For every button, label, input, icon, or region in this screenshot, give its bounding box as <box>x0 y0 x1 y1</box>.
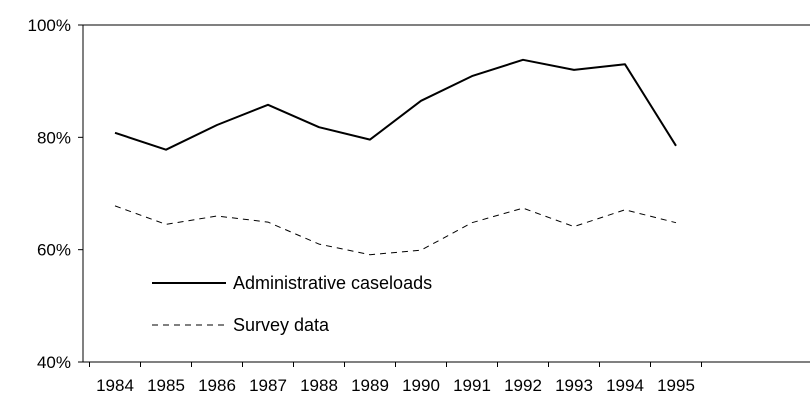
x-tick-label-1993: 1993 <box>555 376 593 395</box>
y-tick-label: 40% <box>37 353 71 372</box>
x-tick-label-1988: 1988 <box>300 376 338 395</box>
x-tick-label-1995: 1995 <box>657 376 695 395</box>
y-tick-label: 80% <box>37 128 71 147</box>
series-line-administrative-caseloads <box>114 58 677 151</box>
x-tick-label-1989: 1989 <box>351 376 389 395</box>
legend-label-survey-data: Survey data <box>233 315 330 335</box>
x-axis: 1984 1985 1986 1987 1988 1989 1990 1991 1992 1993… <box>83 361 810 395</box>
x-tick-label-1991: 1991 <box>453 376 491 395</box>
x-tick-label-1986: 1986 <box>198 376 236 395</box>
x-tick-label-1985: 1985 <box>147 376 185 395</box>
x-tick-label-1990: 1990 <box>402 376 440 395</box>
legend: Administrative caseloads Survey data <box>152 273 432 335</box>
y-axis: 40% 60% 80% 100% <box>28 16 84 372</box>
x-tick-label-1992: 1992 <box>504 376 542 395</box>
series-line-survey-data <box>114 205 677 256</box>
x-tick-label-1994: 1994 <box>606 376 644 395</box>
series-layer <box>114 58 677 256</box>
y-tick-label: 100% <box>28 16 71 35</box>
x-tick-label-1987: 1987 <box>249 376 287 395</box>
legend-label-administrative-caseloads: Administrative caseloads <box>233 273 432 293</box>
x-tick-label-1984: 1984 <box>96 376 134 395</box>
y-tick-label: 60% <box>37 241 71 260</box>
